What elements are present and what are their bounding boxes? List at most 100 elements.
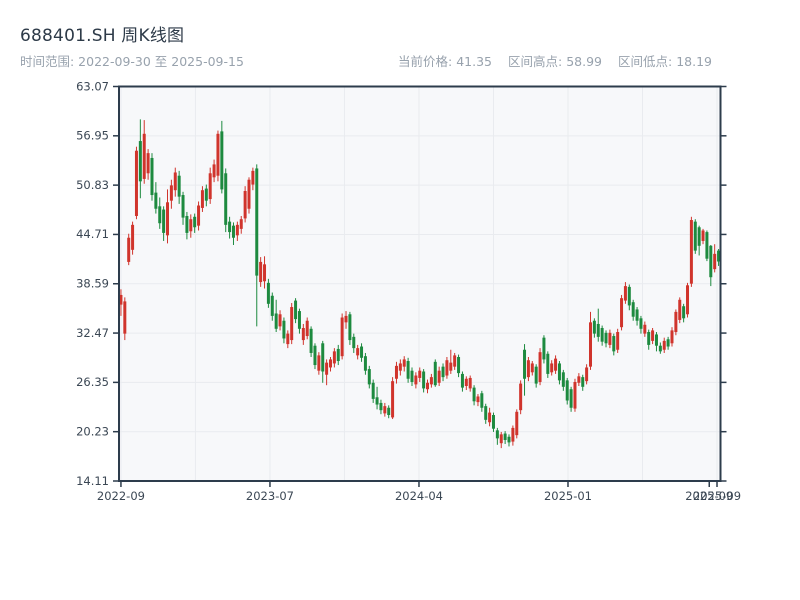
candle-body [336,348,340,362]
candle [709,244,713,287]
candle-body [612,336,616,352]
candle [391,377,395,420]
candle-body [387,407,391,416]
candle [313,343,317,370]
candle [379,399,383,415]
candle-body [189,219,193,232]
candle [472,385,476,406]
candle [631,299,635,321]
candle-body [406,361,410,379]
candle [542,335,546,364]
current-price-stat: 当前价格: 41.35 [398,54,492,69]
candle-body [243,191,247,219]
candle [476,394,480,407]
candle-body [360,346,364,358]
candle-body [418,370,422,378]
candle-body [367,369,371,385]
candle-body [134,150,138,216]
candle-body [523,349,527,379]
candle [433,359,437,387]
y-axis-tick-label: 44.71 [76,227,109,241]
candle [247,177,251,214]
candle-body [561,372,565,387]
candle [294,298,298,324]
candle [468,375,472,392]
candle [600,325,604,346]
candle [693,219,697,254]
candle-body [193,216,197,228]
candle-body [449,362,453,371]
candle-body [457,356,461,374]
candle [325,359,329,386]
candle [166,189,170,244]
candle-body [231,225,235,238]
candle [654,332,658,352]
candle-body [468,377,472,389]
candle [336,344,340,366]
candle-body [515,411,519,436]
y-axis-tick-label: 14.11 [76,474,109,488]
candle [212,159,216,183]
candle-body [177,175,181,197]
candle [538,348,542,386]
candle-body [208,173,212,200]
candle [647,329,651,350]
candle [173,167,177,197]
y-axis-tick-label: 56.95 [76,129,109,143]
candle [263,256,267,289]
candle [592,318,596,338]
candle-body [534,366,538,384]
page-title: 688401.SH 周K线图 [20,26,185,46]
candle [495,427,499,445]
candle-body [251,170,255,185]
candle [460,371,464,392]
range-low-value: 18.19 [676,54,712,69]
candle-body [670,330,674,344]
candle [519,380,523,415]
candle-body [127,237,131,262]
candle-body [588,322,592,367]
range-high-value: 58.99 [566,54,602,69]
y-axis-tick-label: 38.59 [76,277,109,291]
candle [604,330,608,348]
candle-body [538,352,542,382]
candle-body [631,302,635,317]
candle [251,167,255,191]
candle [554,355,558,374]
candle-body [503,433,507,440]
candle [266,278,270,308]
candle [596,308,600,342]
candle-body [573,381,577,409]
candle [639,315,643,334]
candle-body [123,301,127,334]
candle-body [651,330,655,341]
candle [697,225,701,256]
candle [301,323,305,345]
current-price-label: 当前价格 [398,54,449,69]
candle-body [328,359,332,368]
candle-body [662,340,666,350]
candle [402,356,406,372]
candle-body [689,220,693,284]
candle-body [371,382,375,399]
candle-body [162,209,166,233]
candle [526,356,530,382]
candle-body [519,383,523,411]
candle [177,170,181,204]
candle [309,326,313,357]
candle [561,369,565,391]
candle-body [596,323,600,337]
candle-body [530,363,534,373]
candle-body [356,348,360,356]
candle-body [546,353,550,374]
candle [146,149,150,180]
candle-body [620,298,624,328]
candle-body [204,188,208,201]
candle [208,167,212,204]
candle [689,216,693,287]
candle-body [491,415,495,429]
candle-body [266,282,270,304]
candle [643,321,647,337]
candle-body [309,328,313,353]
